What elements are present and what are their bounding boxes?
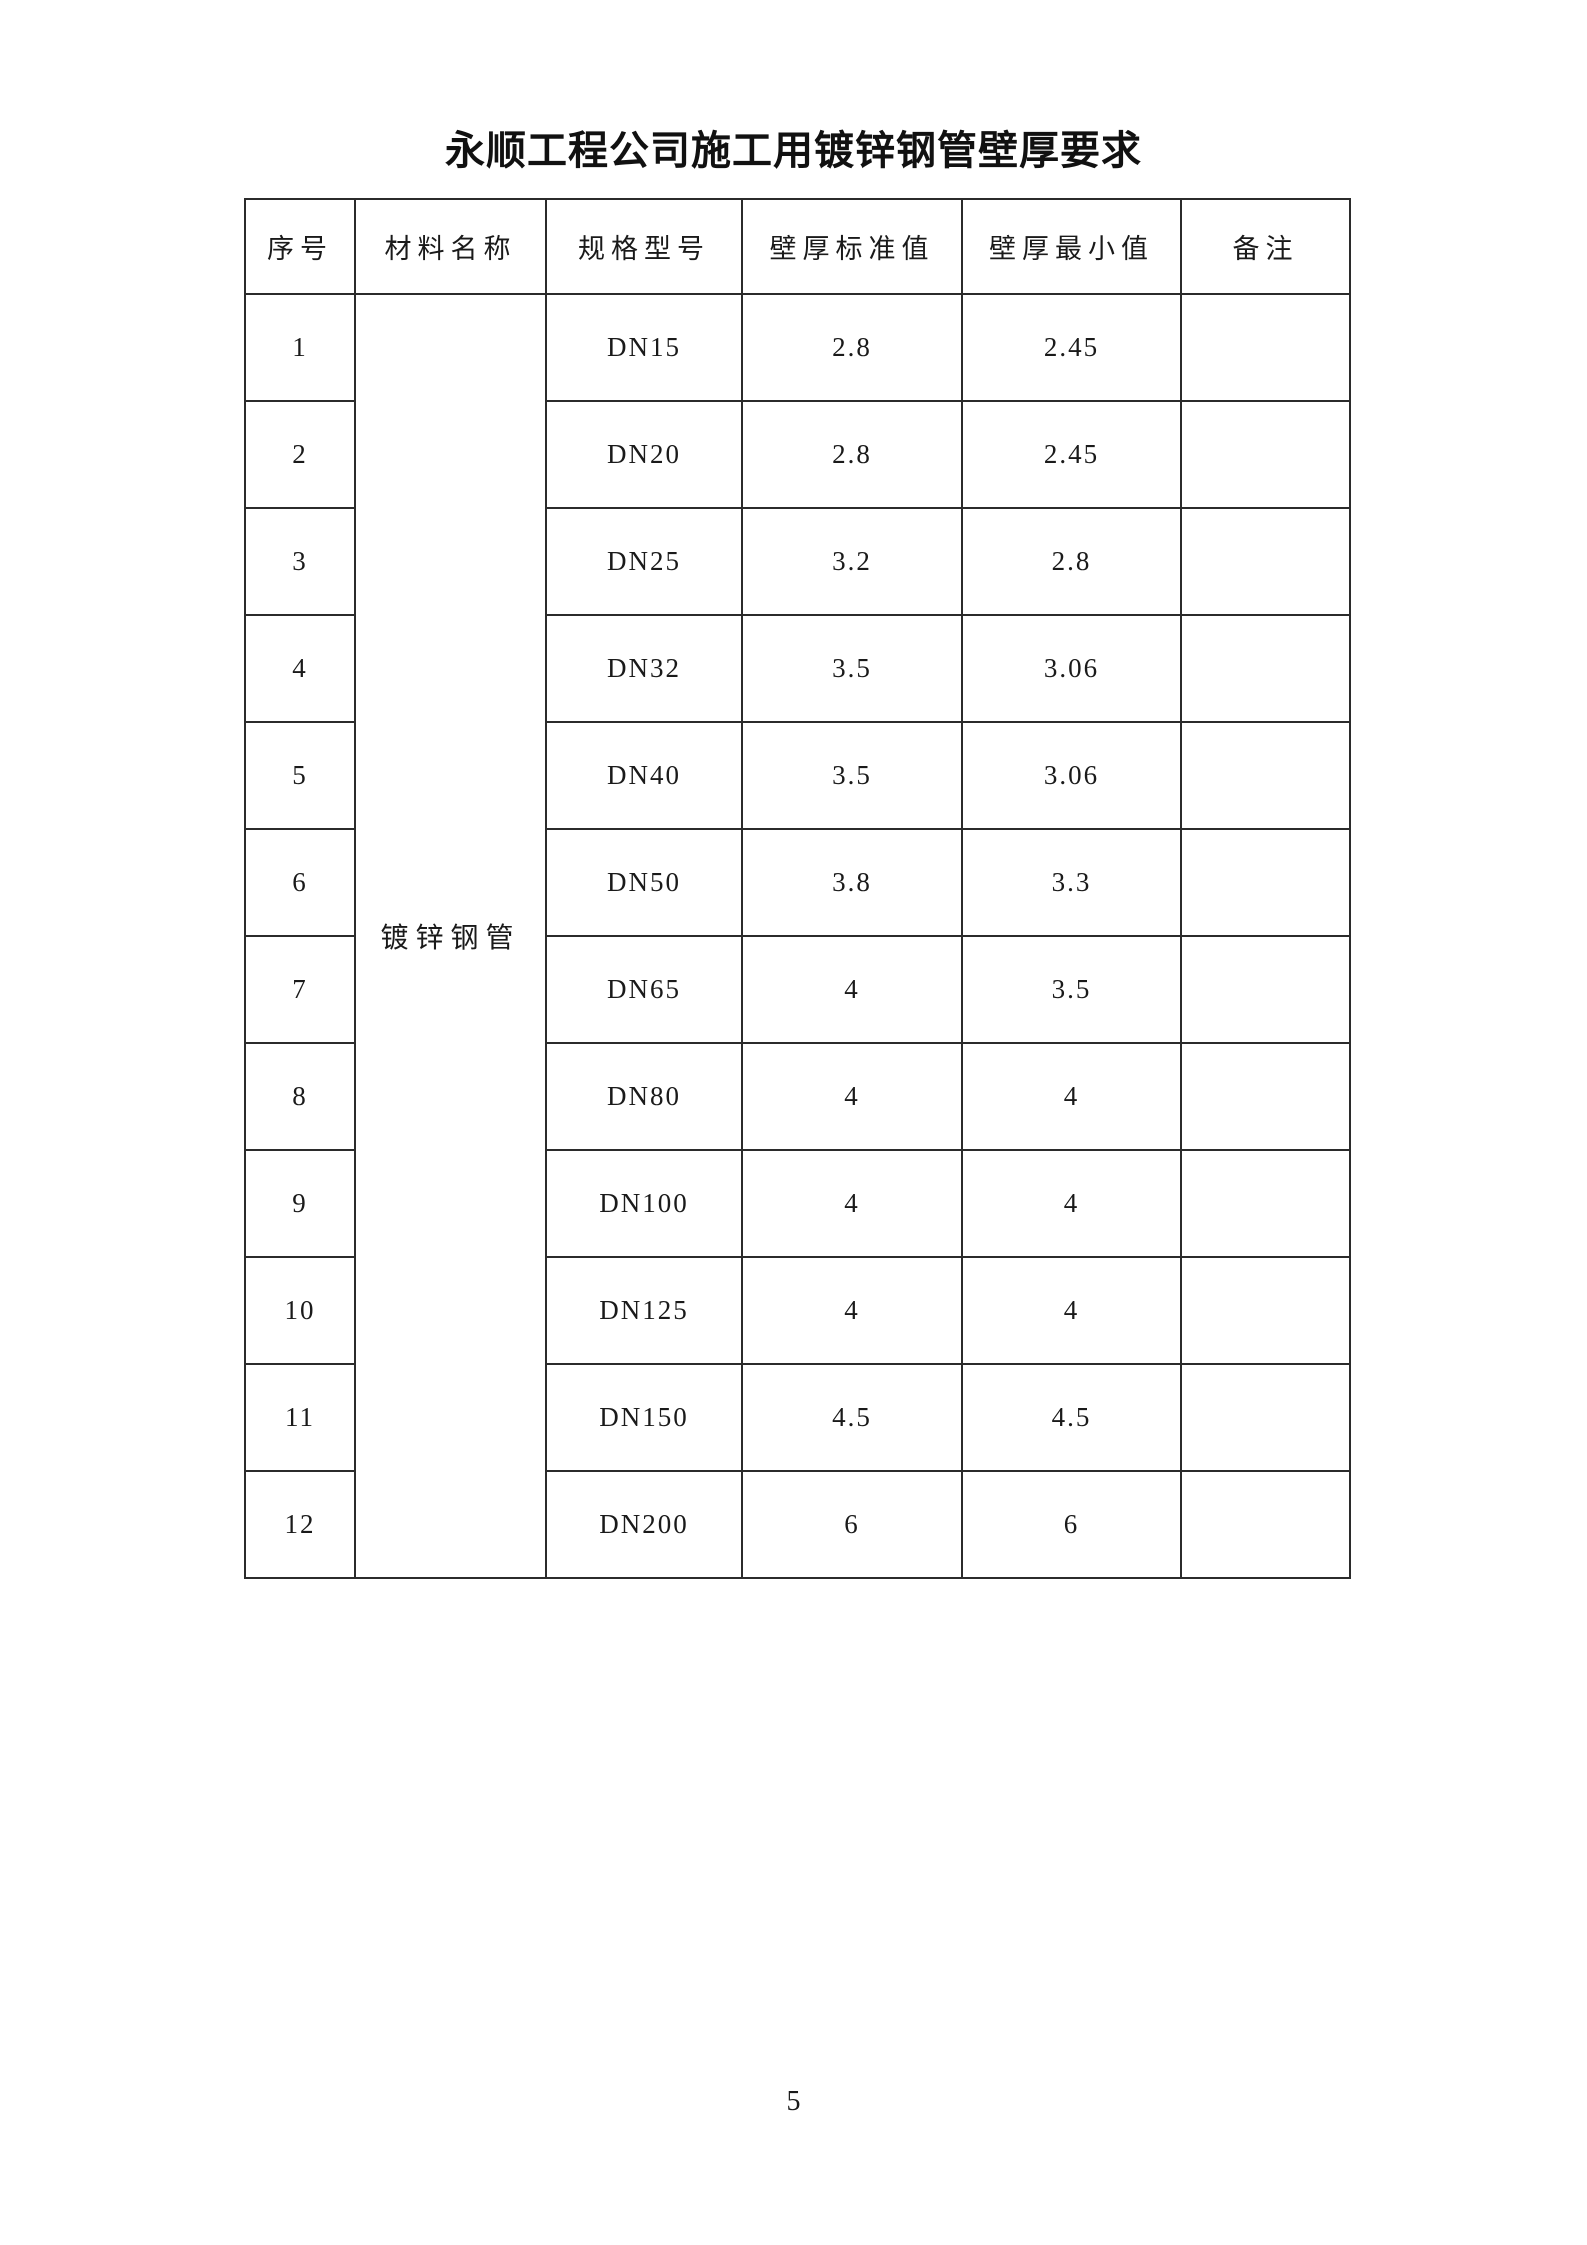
cell-remark (1180, 1363, 1351, 1472)
cell-min-thickness: 3.3 (961, 828, 1182, 937)
column-header-index: 序号 (244, 198, 356, 295)
cell-standard-thickness: 6 (741, 1470, 963, 1579)
cell-standard-thickness: 3.5 (741, 721, 963, 830)
cell-index: 2 (244, 400, 356, 509)
cell-index: 12 (244, 1470, 356, 1579)
column-header-material-name: 材料名称 (354, 198, 547, 295)
cell-spec-model: DN80 (545, 1042, 743, 1151)
table-row: 8 DN80 4 4 (244, 1042, 1351, 1151)
cell-remark (1180, 507, 1351, 616)
cell-spec-model: DN150 (545, 1363, 743, 1472)
column-header-spec-model: 规格型号 (545, 198, 743, 295)
cell-spec-model: DN25 (545, 507, 743, 616)
table-row: 2 DN20 2.8 2.45 (244, 400, 1351, 509)
cell-min-thickness: 2.45 (961, 400, 1182, 509)
cell-standard-thickness: 3.5 (741, 614, 963, 723)
cell-standard-thickness: 3.2 (741, 507, 963, 616)
table-row: 3 DN25 3.2 2.8 (244, 507, 1351, 616)
pipe-wall-thickness-table: 序号 材料名称 规格型号 壁厚标准值 壁厚最小值 备注 1 镀锌钢管 DN15 … (244, 198, 1351, 1579)
cell-spec-model: DN200 (545, 1470, 743, 1579)
cell-standard-thickness: 4.5 (741, 1363, 963, 1472)
cell-index: 4 (244, 614, 356, 723)
cell-remark (1180, 1149, 1351, 1258)
cell-min-thickness: 4 (961, 1256, 1182, 1365)
cell-spec-model: DN20 (545, 400, 743, 509)
cell-index: 9 (244, 1149, 356, 1258)
table-row: 5 DN40 3.5 3.06 (244, 721, 1351, 830)
table-row: 1 镀锌钢管 DN15 2.8 2.45 (244, 293, 1351, 1579)
cell-remark (1180, 614, 1351, 723)
table-row: 10 DN125 4 4 (244, 1256, 1351, 1365)
cell-index: 8 (244, 1042, 356, 1151)
cell-remark (1180, 293, 1351, 402)
cell-standard-thickness: 4 (741, 1042, 963, 1151)
table-row: 6 DN50 3.8 3.3 (244, 828, 1351, 937)
cell-index: 7 (244, 935, 356, 1044)
table-row: 4 DN32 3.5 3.06 (244, 614, 1351, 723)
cell-spec-model: DN15 (545, 293, 743, 402)
cell-min-thickness: 2.45 (961, 293, 1182, 402)
column-header-remark: 备注 (1180, 198, 1351, 295)
cell-remark (1180, 1042, 1351, 1151)
cell-spec-model: DN100 (545, 1149, 743, 1258)
cell-min-thickness: 3.5 (961, 935, 1182, 1044)
table-row: 9 DN100 4 4 (244, 1149, 1351, 1258)
table-row: 11 DN150 4.5 4.5 (244, 1363, 1351, 1472)
cell-min-thickness: 4 (961, 1042, 1182, 1151)
cell-min-thickness: 2.8 (961, 507, 1182, 616)
cell-material-name: 镀锌钢管 (354, 293, 547, 1579)
cell-min-thickness: 4.5 (961, 1363, 1182, 1472)
cell-remark (1180, 1470, 1351, 1579)
cell-remark (1180, 935, 1351, 1044)
cell-index: 3 (244, 507, 356, 616)
cell-spec-model: DN32 (545, 614, 743, 723)
cell-min-thickness: 4 (961, 1149, 1182, 1258)
column-header-min-thickness: 壁厚最小值 (961, 198, 1182, 295)
cell-remark (1180, 1256, 1351, 1365)
table-row: 7 DN65 4 3.5 (244, 935, 1351, 1044)
cell-spec-model: DN40 (545, 721, 743, 830)
cell-min-thickness: 6 (961, 1470, 1182, 1579)
cell-standard-thickness: 4 (741, 935, 963, 1044)
cell-spec-model: DN65 (545, 935, 743, 1044)
page-title: 永顺工程公司施工用镀锌钢管壁厚要求 (445, 128, 1142, 173)
page-number: 5 (786, 2086, 801, 2117)
cell-index: 5 (244, 721, 356, 830)
table-header-row: 序号 材料名称 规格型号 壁厚标准值 壁厚最小值 备注 (244, 198, 1351, 295)
cell-remark (1180, 721, 1351, 830)
cell-standard-thickness: 4 (741, 1149, 963, 1258)
column-header-standard-thickness: 壁厚标准值 (741, 198, 963, 295)
cell-min-thickness: 3.06 (961, 614, 1182, 723)
table-row: 12 DN200 6 6 (244, 1470, 1351, 1579)
cell-remark (1180, 828, 1351, 937)
cell-spec-model: DN50 (545, 828, 743, 937)
cell-standard-thickness: 3.8 (741, 828, 963, 937)
cell-remark (1180, 400, 1351, 509)
cell-min-thickness: 3.06 (961, 721, 1182, 830)
cell-index: 10 (244, 1256, 356, 1365)
cell-spec-model: DN125 (545, 1256, 743, 1365)
cell-standard-thickness: 2.8 (741, 400, 963, 509)
cell-index: 11 (244, 1363, 356, 1472)
cell-standard-thickness: 4 (741, 1256, 963, 1365)
cell-index: 1 (244, 293, 356, 402)
cell-standard-thickness: 2.8 (741, 293, 963, 402)
cell-index: 6 (244, 828, 356, 937)
